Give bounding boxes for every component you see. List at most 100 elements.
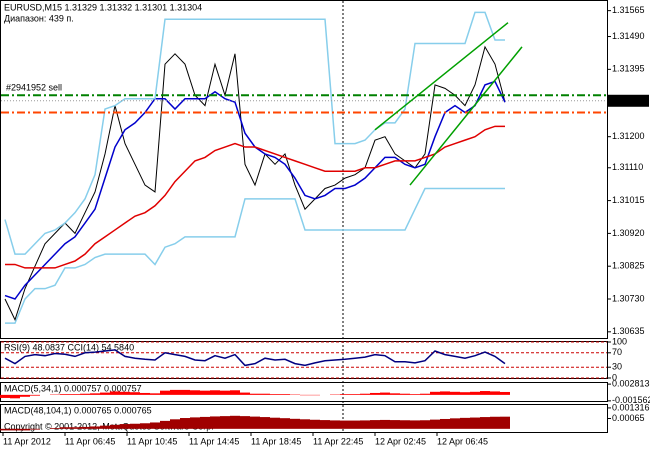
histogram-bar: [400, 393, 410, 395]
histogram-bar: [240, 392, 250, 395]
histogram-bar: [30, 428, 40, 430]
histogram-bar: [260, 393, 270, 395]
y-tick-label: 1.31565: [612, 5, 645, 15]
x-tick-label: 12 Apr 06:45: [437, 436, 488, 446]
bid-label: 1.31304: [611, 95, 644, 105]
histogram-bar: [180, 418, 190, 429]
indicator-label: RSI(9) 48.0837 CCI(14) 54.5840: [4, 342, 134, 352]
histogram-bar: [480, 391, 490, 395]
histogram-bar: [160, 390, 170, 395]
y-tick-label: 1.30825: [612, 261, 645, 271]
histogram-bar: [20, 394, 30, 397]
histogram-bar: [120, 424, 130, 429]
histogram-bar: [290, 418, 300, 429]
y-tick-label: 0.001316: [612, 402, 650, 412]
histogram-bar: [450, 418, 460, 429]
histogram-bar: [110, 391, 120, 395]
histogram-bar: [80, 426, 90, 429]
indicator-label: MACD(48,104,1) 0.000765 0.000765: [4, 405, 152, 415]
histogram-bar: [320, 420, 330, 429]
histogram-bar: [350, 420, 360, 429]
y-tick-label: 0.002813: [612, 378, 650, 388]
histogram-bar: [10, 428, 20, 431]
histogram-bar: [370, 392, 380, 395]
histogram-bar: [460, 392, 470, 395]
histogram-bar: [310, 419, 320, 429]
histogram-bar: [220, 390, 230, 395]
histogram-bar: [470, 391, 480, 395]
histogram-bar: [360, 420, 370, 429]
x-tick-label: 11 Apr 22:45: [313, 436, 363, 446]
histogram-bar: [280, 394, 290, 395]
y-tick-label: 1.31110: [612, 162, 643, 172]
histogram-bar: [150, 393, 160, 395]
rsi-pane: [0, 341, 608, 379]
histogram-bar: [220, 416, 230, 429]
y-tick-label: 0.00065: [612, 413, 645, 423]
series-line: [5, 125, 505, 269]
histogram-bar: [190, 390, 200, 395]
histogram-bar: [420, 420, 430, 429]
range-label: Диапазон: 439 п.: [4, 13, 74, 23]
y-tick-label: 1.30635: [612, 326, 645, 336]
histogram-bar: [70, 427, 80, 429]
y-tick-label: -0.001562: [612, 395, 650, 405]
y-tick-label: 1.31015: [612, 195, 645, 205]
histogram-bar: [380, 419, 390, 429]
histogram-bar: [110, 424, 120, 429]
histogram-bar: [380, 392, 390, 395]
histogram-bar: [340, 420, 350, 429]
histogram-bar: [130, 423, 140, 429]
main-pane: [0, 0, 608, 339]
macd-pane: [0, 382, 608, 402]
histogram-bar: [70, 394, 80, 395]
x-tick-label: 11 Apr 14:45: [189, 436, 239, 446]
series-line: [4, 349, 506, 367]
histogram-bar: [160, 420, 170, 429]
symbol-header: EURUSD,M15 1.31329 1.31332 1.31301 1.313…: [4, 2, 202, 12]
histogram-bar: [60, 394, 70, 395]
histogram-bar: [190, 417, 200, 429]
histogram-bar: [340, 394, 350, 395]
indicator-label: MACD(5,34,1) 0.000757 0.000757: [4, 383, 142, 393]
histogram-bar: [200, 390, 210, 395]
bid-box: [607, 94, 649, 107]
histogram-bar: [240, 416, 250, 429]
histogram-bar: [400, 420, 410, 429]
histogram-bar: [150, 422, 160, 429]
histogram-bar: [100, 425, 110, 429]
histogram-bar: [200, 416, 210, 429]
histogram-bar: [270, 394, 280, 395]
histogram-bar: [270, 417, 280, 429]
histogram-bar: [450, 391, 460, 395]
y-tick-label: 1.30920: [612, 228, 645, 238]
histogram-bar: [470, 417, 480, 429]
histogram-bar: [390, 393, 400, 395]
histogram-bar: [280, 418, 290, 429]
histogram-bar: [430, 391, 440, 395]
y-tick-label: 1.31395: [612, 64, 645, 74]
histogram-bar: [360, 393, 370, 395]
histogram-bar: [410, 420, 420, 429]
y-tick-label: 1.31200: [612, 131, 645, 141]
histogram-bar: [180, 389, 190, 395]
histogram-bar: [210, 390, 220, 395]
series-line: [4, 11, 505, 255]
histogram-bar: [210, 416, 220, 429]
order-label: #2941952 sell: [6, 83, 62, 93]
y-tick-label: 1.31490: [612, 31, 645, 41]
histogram-bar: [260, 417, 270, 429]
x-tick-label: 11 Apr 18:45: [251, 436, 301, 446]
trend-line: [409, 46, 523, 186]
x-tick-label: 11 Apr 2012: [3, 436, 51, 446]
histogram-bar: [490, 416, 500, 429]
y-tick-label: 100: [612, 336, 627, 346]
histogram-bar: [80, 393, 90, 395]
histogram-bar: [90, 393, 100, 395]
histogram-bar: [100, 392, 110, 395]
x-tick-label: 12 Apr 02:45: [375, 436, 426, 446]
histogram-bar: [90, 426, 100, 429]
histogram-bar: [120, 391, 130, 395]
histogram-bar: [0, 428, 10, 431]
trend-line: [374, 22, 509, 131]
